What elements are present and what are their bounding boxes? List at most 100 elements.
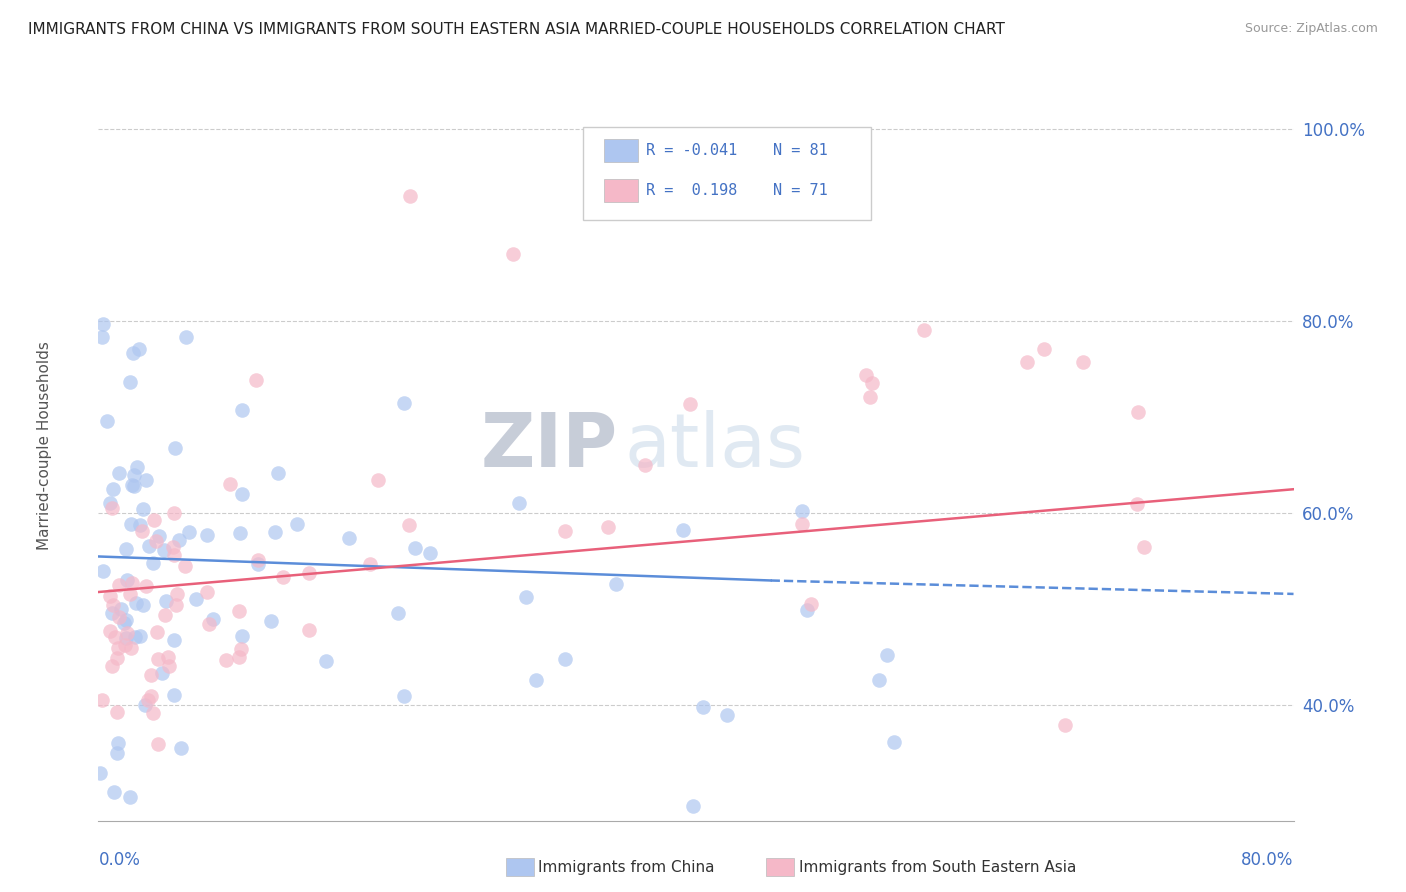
Point bbox=[672, 523, 695, 537]
Point bbox=[145, 533, 167, 548]
Point bbox=[387, 607, 409, 621]
Point bbox=[165, 599, 187, 613]
Point bbox=[515, 590, 537, 604]
Point bbox=[107, 735, 129, 749]
Point bbox=[231, 629, 253, 643]
Point bbox=[554, 524, 576, 539]
Point bbox=[122, 346, 145, 360]
Point bbox=[148, 737, 170, 751]
Point bbox=[91, 565, 114, 579]
Point bbox=[163, 688, 186, 702]
Point bbox=[142, 706, 165, 721]
Point bbox=[1125, 497, 1147, 511]
Text: Source: ZipAtlas.com: Source: ZipAtlas.com bbox=[1244, 22, 1378, 36]
Point bbox=[91, 317, 114, 331]
Point bbox=[790, 504, 813, 518]
Point bbox=[166, 587, 188, 601]
Point bbox=[127, 460, 149, 475]
Point bbox=[146, 624, 169, 639]
Point bbox=[170, 740, 193, 755]
Text: Married-couple Households: Married-couple Households bbox=[37, 342, 52, 550]
Point bbox=[682, 799, 704, 814]
Point bbox=[177, 525, 200, 540]
Text: 80.0%: 80.0% bbox=[1241, 851, 1294, 869]
Point bbox=[89, 765, 111, 780]
Point bbox=[108, 578, 131, 592]
Point bbox=[912, 323, 935, 337]
Point bbox=[359, 558, 381, 572]
Point bbox=[91, 329, 114, 343]
Point bbox=[162, 540, 184, 554]
Point bbox=[155, 608, 177, 623]
Point bbox=[110, 601, 132, 615]
Point bbox=[201, 612, 224, 626]
Point bbox=[264, 524, 287, 539]
Point bbox=[868, 673, 890, 687]
Point bbox=[229, 526, 252, 541]
Point bbox=[245, 373, 267, 387]
Point bbox=[1017, 355, 1039, 369]
Point bbox=[800, 597, 823, 611]
Point bbox=[115, 613, 138, 627]
Point bbox=[101, 501, 124, 516]
Point bbox=[247, 558, 270, 572]
Point bbox=[124, 479, 146, 493]
Point bbox=[91, 693, 114, 707]
Point bbox=[131, 502, 153, 516]
Point bbox=[120, 376, 142, 390]
Point bbox=[337, 531, 360, 545]
Point bbox=[121, 478, 143, 492]
Text: N = 71: N = 71 bbox=[773, 184, 827, 198]
Point bbox=[124, 467, 146, 482]
Point bbox=[716, 707, 738, 722]
Point bbox=[124, 630, 146, 644]
Point bbox=[392, 396, 415, 410]
Text: IMMIGRANTS FROM CHINA VS IMMIGRANTS FROM SOUTH EASTERN ASIA MARRIED-COUPLE HOUSE: IMMIGRANTS FROM CHINA VS IMMIGRANTS FROM… bbox=[28, 22, 1005, 37]
Text: ZIP: ZIP bbox=[481, 409, 619, 483]
Point bbox=[554, 652, 576, 666]
Point bbox=[157, 659, 180, 673]
Point bbox=[228, 650, 250, 665]
Point bbox=[108, 609, 131, 624]
Point bbox=[107, 466, 129, 480]
Point bbox=[107, 641, 129, 656]
Point bbox=[107, 651, 129, 665]
Point bbox=[101, 482, 124, 496]
Point bbox=[120, 641, 142, 656]
Point bbox=[128, 628, 150, 642]
Point bbox=[195, 528, 218, 542]
Point bbox=[285, 516, 308, 531]
Point bbox=[796, 602, 818, 616]
Point bbox=[138, 539, 160, 553]
Point bbox=[219, 477, 242, 491]
Point bbox=[1071, 355, 1094, 369]
Point bbox=[298, 623, 321, 637]
Point bbox=[120, 587, 142, 601]
Point bbox=[101, 659, 124, 673]
Point bbox=[1133, 541, 1156, 555]
Point bbox=[152, 666, 174, 681]
Point bbox=[1033, 342, 1056, 356]
Point bbox=[114, 616, 136, 631]
Point bbox=[271, 570, 294, 584]
Point bbox=[1054, 717, 1077, 731]
Point bbox=[103, 598, 125, 612]
Text: N = 81: N = 81 bbox=[773, 144, 827, 158]
Point bbox=[134, 698, 156, 712]
Text: R = -0.041: R = -0.041 bbox=[647, 144, 737, 158]
Point bbox=[155, 593, 177, 607]
Point bbox=[195, 584, 218, 599]
Point bbox=[859, 390, 882, 404]
Text: Immigrants from South Eastern Asia: Immigrants from South Eastern Asia bbox=[799, 860, 1076, 874]
Point bbox=[125, 597, 148, 611]
Point bbox=[876, 648, 898, 662]
Point bbox=[135, 473, 157, 487]
Point bbox=[855, 368, 877, 383]
Point bbox=[524, 673, 547, 688]
Text: R =  0.198: R = 0.198 bbox=[647, 184, 737, 198]
Point bbox=[114, 638, 136, 652]
Point bbox=[141, 690, 163, 704]
Point bbox=[157, 649, 180, 664]
Point bbox=[148, 528, 170, 542]
Point bbox=[860, 376, 883, 390]
